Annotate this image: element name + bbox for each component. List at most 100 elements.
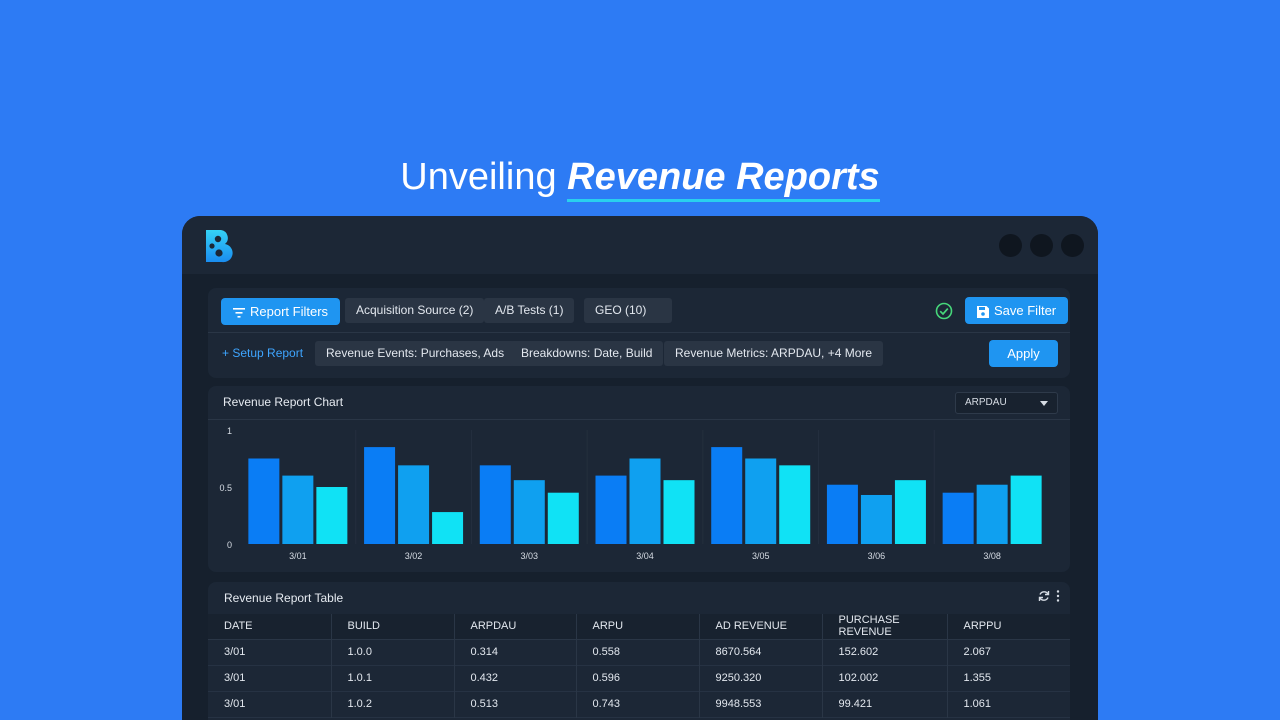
window-control-dot[interactable] (1030, 234, 1053, 257)
chip-acquisition-source[interactable]: Acquisition Source (2) (345, 298, 485, 323)
cell-ad-revenue: 9948.553 (698, 691, 822, 717)
table-header-row: DATE BUILD ARPDAU ARPU AD REVENUE PURCHA… (208, 614, 1070, 639)
more-vertical-icon[interactable] (1056, 590, 1060, 602)
metric-select-value: ARPDAU (965, 397, 1007, 408)
cell-arpu: 0.558 (575, 639, 699, 665)
table-title: Revenue Report Table (224, 591, 344, 605)
cell-arpu: 0.596 (575, 665, 699, 691)
report-filters-button[interactable]: Report Filters (221, 298, 341, 325)
chart-bar[interactable] (479, 465, 511, 544)
chart-bar[interactable] (316, 487, 348, 544)
col-ad-revenue[interactable]: AD REVENUE (698, 614, 822, 639)
col-date[interactable]: DATE (224, 620, 253, 633)
x-tick-label: 3/03 (521, 551, 539, 561)
x-tick-label: 3/04 (636, 551, 654, 561)
filter-row-bottom: + Setup Report Revenue Events: Purchases… (208, 333, 1070, 378)
cell-arppu: 2.067 (946, 639, 1070, 665)
x-tick-label: 3/08 (983, 551, 1001, 561)
chart-bar[interactable] (942, 492, 974, 544)
table-row[interactable]: 3/01 1.0.1 0.432 0.596 9250.320 102.002 … (208, 665, 1070, 691)
cell-arppu: 1.061 (946, 691, 1070, 717)
chart-panel: Revenue Report Chart ARPDAU 0 0.5 1 3/01 3/0… (208, 386, 1070, 572)
cell-build: 1.0.1 (330, 665, 454, 691)
cell-purchase-revenue: 99.421 (821, 691, 947, 717)
chevron-down-icon (1040, 401, 1048, 406)
metric-select[interactable]: ARPDAU (955, 392, 1058, 414)
refresh-icon[interactable] (1038, 590, 1050, 602)
x-tick-label: 3/06 (868, 551, 886, 561)
cell-date: 3/01 (224, 646, 246, 658)
col-arppu[interactable]: ARPPU (946, 614, 1070, 639)
save-filter-label: Save Filter (994, 303, 1057, 318)
chart-bar[interactable] (1010, 475, 1042, 544)
window-controls (999, 234, 1084, 257)
revenue-bar-chart: 0 0.5 1 3/01 3/02 3/03 3/04 3/05 3/06 3/08 (219, 426, 1042, 561)
cell-arpdau: 0.432 (453, 665, 576, 691)
setup-report-link[interactable]: + Setup Report (222, 346, 304, 360)
x-tick-label: 3/02 (405, 551, 423, 561)
chip-revenue-metrics[interactable]: Revenue Metrics: ARPDAU, +4 More (664, 341, 884, 366)
chart-bar[interactable] (826, 484, 858, 544)
table-row[interactable]: 3/01 1.0.2 0.513 0.743 9948.553 99.421 1… (208, 691, 1070, 717)
headline: Unveiling Revenue Reports (0, 156, 1280, 206)
chart-bar[interactable] (894, 480, 926, 544)
cell-arppu: 1.355 (946, 665, 1070, 691)
chart-bar[interactable] (432, 512, 464, 544)
chip-ab-tests[interactable]: A/B Tests (1) (484, 298, 575, 323)
chip-revenue-events[interactable]: Revenue Events: Purchases, Ads (315, 341, 516, 366)
cell-ad-revenue: 8670.564 (698, 639, 822, 665)
chart-bar[interactable] (513, 480, 545, 544)
chart-bar[interactable] (282, 475, 314, 544)
headline-bold: Revenue Reports (567, 156, 880, 202)
y-tick-label: 0.5 (219, 483, 232, 493)
chart-bar[interactable] (248, 458, 280, 545)
table-panel: Revenue Report Table DATE BUILD ARPDAU (208, 582, 1070, 720)
cell-arpdau: 0.314 (453, 639, 576, 665)
apply-button[interactable]: Apply (989, 340, 1058, 367)
chart-bar[interactable] (779, 465, 811, 544)
window-control-dot[interactable] (1061, 234, 1084, 257)
y-tick-label: 1 (227, 426, 232, 436)
col-build[interactable]: BUILD (330, 614, 454, 639)
cell-ad-revenue: 9250.320 (698, 665, 822, 691)
col-purchase-revenue[interactable]: PURCHASE REVENUE (821, 614, 947, 639)
check-circle-icon (935, 302, 953, 320)
chart-bar[interactable] (547, 492, 579, 544)
chip-geo[interactable]: GEO (10) (584, 298, 672, 323)
save-filter-button[interactable]: Save Filter (965, 297, 1069, 324)
filter-row-top: Report Filters Acquisition Source (2) A/… (208, 288, 1070, 333)
chip-breakdowns[interactable]: Breakdowns: Date, Build (510, 341, 664, 366)
save-icon (977, 305, 989, 318)
brand-logo-icon (206, 230, 233, 263)
col-arpdau[interactable]: ARPDAU (453, 614, 576, 639)
chart-bar[interactable] (398, 465, 430, 544)
x-tick-label: 3/05 (752, 551, 770, 561)
app-window: Report Filters Acquisition Source (2) A/… (182, 216, 1098, 720)
chart-bar[interactable] (663, 480, 695, 544)
table-row[interactable]: 3/01 1.0.0 0.314 0.558 8670.564 152.602 … (208, 639, 1070, 665)
filters-panel: Report Filters Acquisition Source (2) A/… (208, 288, 1070, 378)
chart-bar[interactable] (860, 494, 892, 544)
window-control-dot[interactable] (999, 234, 1022, 257)
cell-purchase-revenue: 152.602 (821, 639, 947, 665)
x-tick-label: 3/01 (289, 551, 307, 561)
col-arpu[interactable]: ARPU (575, 614, 699, 639)
chart-bar[interactable] (976, 484, 1008, 544)
chart-bar[interactable] (629, 458, 661, 545)
chart-title: Revenue Report Chart (223, 395, 344, 409)
chart-bar[interactable] (745, 458, 777, 545)
cell-purchase-revenue: 102.002 (821, 665, 947, 691)
cell-date: 3/01 (224, 698, 246, 710)
revenue-table: DATE BUILD ARPDAU ARPU AD REVENUE PURCHA… (208, 614, 1070, 718)
cell-date: 3/01 (224, 672, 246, 684)
cell-build: 1.0.2 (330, 691, 454, 717)
chart-bar[interactable] (364, 447, 396, 544)
cell-arpu: 0.743 (575, 691, 699, 717)
chart-bar[interactable] (711, 447, 743, 544)
chart-bar[interactable] (595, 475, 627, 544)
table-tools (1038, 590, 1060, 602)
filter-icon (233, 307, 245, 318)
headline-plain: Unveiling (400, 156, 568, 198)
title-bar (182, 216, 1098, 274)
panel-divider (208, 419, 1070, 420)
